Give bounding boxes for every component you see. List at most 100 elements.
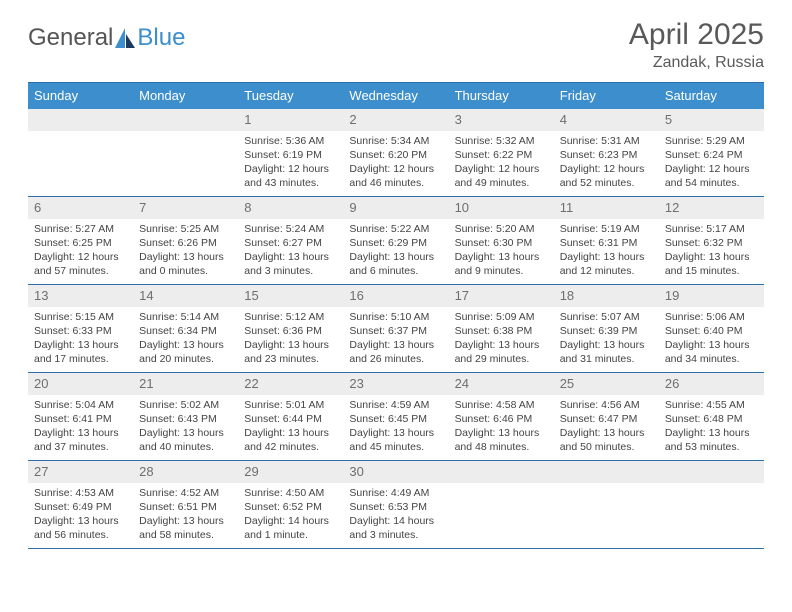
day-details: Sunrise: 4:56 AMSunset: 6:47 PMDaylight:…: [554, 395, 659, 459]
day-details: Sunrise: 5:32 AMSunset: 6:22 PMDaylight:…: [449, 131, 554, 195]
day-details: Sunrise: 4:49 AMSunset: 6:53 PMDaylight:…: [343, 483, 448, 547]
weekday-header: Friday: [554, 83, 659, 109]
calendar-day-cell: 19Sunrise: 5:06 AMSunset: 6:40 PMDayligh…: [659, 285, 764, 373]
calendar-day-cell: 3Sunrise: 5:32 AMSunset: 6:22 PMDaylight…: [449, 109, 554, 197]
calendar-day-cell: 23Sunrise: 4:59 AMSunset: 6:45 PMDayligh…: [343, 373, 448, 461]
calendar-day-cell: 13Sunrise: 5:15 AMSunset: 6:33 PMDayligh…: [28, 285, 133, 373]
day-details: Sunrise: 5:10 AMSunset: 6:37 PMDaylight:…: [343, 307, 448, 371]
day-number: 3: [449, 109, 554, 131]
day-details: Sunrise: 5:19 AMSunset: 6:31 PMDaylight:…: [554, 219, 659, 283]
day-details: Sunrise: 5:25 AMSunset: 6:26 PMDaylight:…: [133, 219, 238, 283]
day-details: Sunrise: 5:14 AMSunset: 6:34 PMDaylight:…: [133, 307, 238, 371]
day-details: Sunrise: 5:22 AMSunset: 6:29 PMDaylight:…: [343, 219, 448, 283]
day-details: Sunrise: 5:01 AMSunset: 6:44 PMDaylight:…: [238, 395, 343, 459]
day-number: 14: [133, 285, 238, 307]
day-details: Sunrise: 5:24 AMSunset: 6:27 PMDaylight:…: [238, 219, 343, 283]
day-number: 12: [659, 197, 764, 219]
calendar-day-cell: 7Sunrise: 5:25 AMSunset: 6:26 PMDaylight…: [133, 197, 238, 285]
brand-part1: General: [28, 24, 113, 52]
calendar-day-cell: 25Sunrise: 4:56 AMSunset: 6:47 PMDayligh…: [554, 373, 659, 461]
day-details: Sunrise: 5:06 AMSunset: 6:40 PMDaylight:…: [659, 307, 764, 371]
brand-part2: Blue: [137, 24, 185, 52]
day-details: Sunrise: 5:36 AMSunset: 6:19 PMDaylight:…: [238, 131, 343, 195]
day-number: 4: [554, 109, 659, 131]
calendar-day-cell: 24Sunrise: 4:58 AMSunset: 6:46 PMDayligh…: [449, 373, 554, 461]
calendar-day-cell: 2Sunrise: 5:34 AMSunset: 6:20 PMDaylight…: [343, 109, 448, 197]
day-details: Sunrise: 5:02 AMSunset: 6:43 PMDaylight:…: [133, 395, 238, 459]
day-number: 30: [343, 461, 448, 483]
day-number: 8: [238, 197, 343, 219]
calendar-day-cell: 26Sunrise: 4:55 AMSunset: 6:48 PMDayligh…: [659, 373, 764, 461]
weekday-header: Thursday: [449, 83, 554, 109]
day-number: 6: [28, 197, 133, 219]
calendar-header-row: SundayMondayTuesdayWednesdayThursdayFrid…: [28, 83, 764, 109]
day-details: Sunrise: 4:50 AMSunset: 6:52 PMDaylight:…: [238, 483, 343, 547]
day-number: 21: [133, 373, 238, 395]
calendar-day-cell: 9Sunrise: 5:22 AMSunset: 6:29 PMDaylight…: [343, 197, 448, 285]
calendar-day-cell: 28Sunrise: 4:52 AMSunset: 6:51 PMDayligh…: [133, 461, 238, 549]
calendar-day-cell: 18Sunrise: 5:07 AMSunset: 6:39 PMDayligh…: [554, 285, 659, 373]
day-details: Sunrise: 5:04 AMSunset: 6:41 PMDaylight:…: [28, 395, 133, 459]
day-number: 26: [659, 373, 764, 395]
weekday-header: Wednesday: [343, 83, 448, 109]
calendar-empty-cell: [449, 461, 554, 549]
calendar-week-row: 13Sunrise: 5:15 AMSunset: 6:33 PMDayligh…: [28, 285, 764, 373]
calendar-day-cell: 15Sunrise: 5:12 AMSunset: 6:36 PMDayligh…: [238, 285, 343, 373]
calendar-day-cell: 29Sunrise: 4:50 AMSunset: 6:52 PMDayligh…: [238, 461, 343, 549]
day-details: Sunrise: 5:17 AMSunset: 6:32 PMDaylight:…: [659, 219, 764, 283]
calendar-empty-cell: [554, 461, 659, 549]
day-number: 19: [659, 285, 764, 307]
calendar-day-cell: 30Sunrise: 4:49 AMSunset: 6:53 PMDayligh…: [343, 461, 448, 549]
day-number: 27: [28, 461, 133, 483]
calendar-week-row: 6Sunrise: 5:27 AMSunset: 6:25 PMDaylight…: [28, 197, 764, 285]
day-details: Sunrise: 5:34 AMSunset: 6:20 PMDaylight:…: [343, 131, 448, 195]
day-number: 25: [554, 373, 659, 395]
day-details: Sunrise: 4:52 AMSunset: 6:51 PMDaylight:…: [133, 483, 238, 547]
brand-sail-icon: [115, 28, 137, 48]
calendar-table: SundayMondayTuesdayWednesdayThursdayFrid…: [28, 82, 764, 549]
day-number: 2: [343, 109, 448, 131]
day-number: 22: [238, 373, 343, 395]
calendar-empty-cell: [659, 461, 764, 549]
calendar-empty-cell: [28, 109, 133, 197]
day-number: 28: [133, 461, 238, 483]
calendar-week-row: 1Sunrise: 5:36 AMSunset: 6:19 PMDaylight…: [28, 109, 764, 197]
day-number: 11: [554, 197, 659, 219]
calendar-week-row: 20Sunrise: 5:04 AMSunset: 6:41 PMDayligh…: [28, 373, 764, 461]
calendar-day-cell: 4Sunrise: 5:31 AMSunset: 6:23 PMDaylight…: [554, 109, 659, 197]
day-details: Sunrise: 5:12 AMSunset: 6:36 PMDaylight:…: [238, 307, 343, 371]
calendar-day-cell: 5Sunrise: 5:29 AMSunset: 6:24 PMDaylight…: [659, 109, 764, 197]
day-number: 13: [28, 285, 133, 307]
day-details: Sunrise: 5:29 AMSunset: 6:24 PMDaylight:…: [659, 131, 764, 195]
weekday-header: Saturday: [659, 83, 764, 109]
day-details: Sunrise: 4:55 AMSunset: 6:48 PMDaylight:…: [659, 395, 764, 459]
weekday-header: Tuesday: [238, 83, 343, 109]
day-number: 29: [238, 461, 343, 483]
calendar-day-cell: 16Sunrise: 5:10 AMSunset: 6:37 PMDayligh…: [343, 285, 448, 373]
day-number: 20: [28, 373, 133, 395]
day-number: 1: [238, 109, 343, 131]
day-number: 9: [343, 197, 448, 219]
day-details: Sunrise: 4:53 AMSunset: 6:49 PMDaylight:…: [28, 483, 133, 547]
calendar-day-cell: 22Sunrise: 5:01 AMSunset: 6:44 PMDayligh…: [238, 373, 343, 461]
day-details: Sunrise: 5:20 AMSunset: 6:30 PMDaylight:…: [449, 219, 554, 283]
day-details: Sunrise: 4:58 AMSunset: 6:46 PMDaylight:…: [449, 395, 554, 459]
day-number: 17: [449, 285, 554, 307]
day-details: Sunrise: 4:59 AMSunset: 6:45 PMDaylight:…: [343, 395, 448, 459]
calendar-day-cell: 14Sunrise: 5:14 AMSunset: 6:34 PMDayligh…: [133, 285, 238, 373]
day-number: 7: [133, 197, 238, 219]
calendar-day-cell: 11Sunrise: 5:19 AMSunset: 6:31 PMDayligh…: [554, 197, 659, 285]
location-subtitle: Zandak, Russia: [629, 54, 764, 72]
brand-logo: General Blue: [28, 24, 185, 52]
day-number: 24: [449, 373, 554, 395]
calendar-empty-cell: [133, 109, 238, 197]
day-details: Sunrise: 5:09 AMSunset: 6:38 PMDaylight:…: [449, 307, 554, 371]
calendar-day-cell: 1Sunrise: 5:36 AMSunset: 6:19 PMDaylight…: [238, 109, 343, 197]
calendar-week-row: 27Sunrise: 4:53 AMSunset: 6:49 PMDayligh…: [28, 461, 764, 549]
day-details: Sunrise: 5:07 AMSunset: 6:39 PMDaylight:…: [554, 307, 659, 371]
day-number: 10: [449, 197, 554, 219]
calendar-day-cell: 17Sunrise: 5:09 AMSunset: 6:38 PMDayligh…: [449, 285, 554, 373]
calendar-day-cell: 21Sunrise: 5:02 AMSunset: 6:43 PMDayligh…: [133, 373, 238, 461]
day-number: 15: [238, 285, 343, 307]
day-details: Sunrise: 5:31 AMSunset: 6:23 PMDaylight:…: [554, 131, 659, 195]
